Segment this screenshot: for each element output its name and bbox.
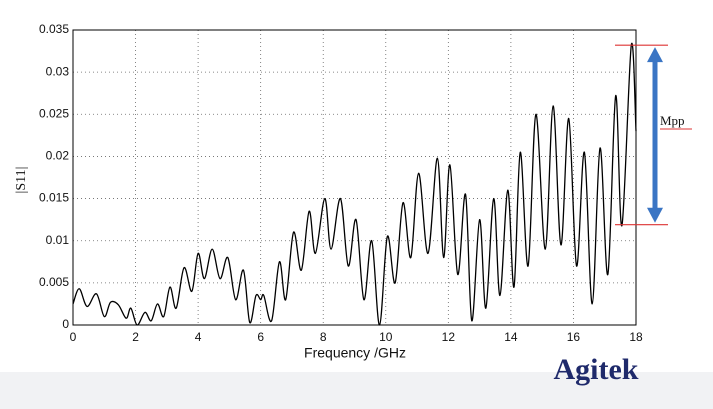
x-tick-label: 8 [320, 330, 327, 344]
x-tick-label: 12 [442, 330, 456, 344]
mpp-arrow-head [647, 207, 663, 223]
x-tick-label: 4 [195, 330, 202, 344]
y-tick-label: 0.025 [39, 106, 69, 120]
data-line [72, 42, 637, 326]
x-tick-label: 18 [629, 330, 643, 344]
x-tick-label: 6 [257, 330, 264, 344]
y-tick-label: 0 [62, 317, 69, 331]
logo: Agitek [554, 353, 639, 386]
y-tick-label: 0.005 [39, 275, 69, 289]
x-tick-label: 10 [379, 330, 393, 344]
annotation: Mpp [660, 113, 685, 128]
x-tick-label: 2 [132, 330, 139, 344]
y-axis-label: |S11| [14, 167, 29, 194]
x-axis-label: Frequency /GHz [304, 345, 406, 361]
plot-frame [72, 29, 637, 326]
x-tick-label: 0 [70, 330, 77, 344]
x-tick-label: 16 [567, 330, 581, 344]
y-tick-label: 0.035 [39, 22, 69, 36]
mpp-arrow-head [647, 47, 663, 63]
y-tick-label: 0.03 [46, 64, 70, 78]
x-tick-label: 14 [504, 330, 518, 344]
footer-band [0, 372, 713, 409]
y-tick-label: 0.02 [46, 149, 70, 163]
y-tick-label: 0.01 [46, 233, 70, 247]
plot-area [73, 30, 636, 325]
y-tick-label: 0.015 [39, 191, 69, 205]
